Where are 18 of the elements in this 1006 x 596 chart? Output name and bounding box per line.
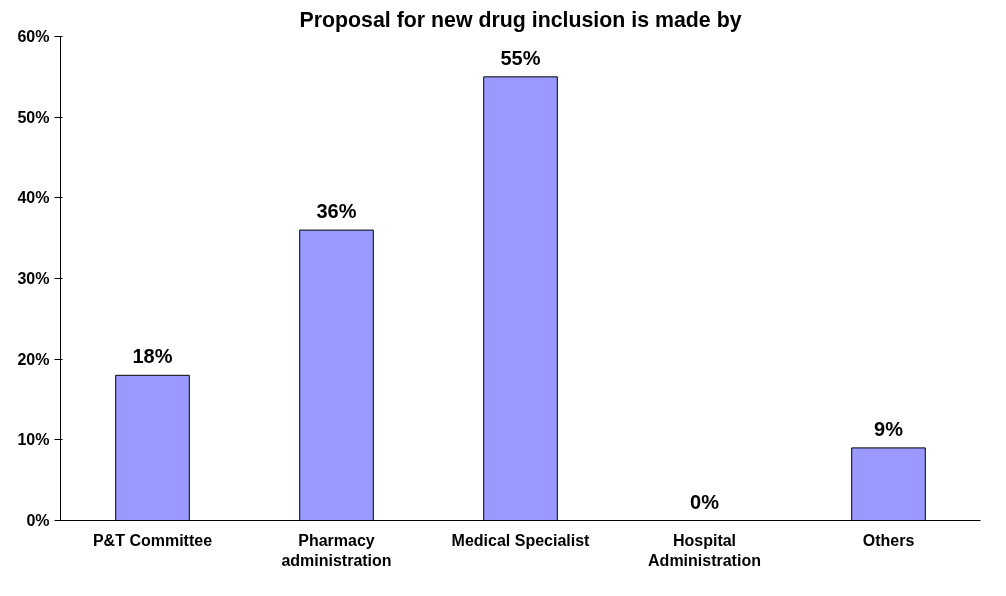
x-tick-label: Pharmacy administration: [281, 531, 392, 569]
x-tick-label: Hospital Administration: [648, 531, 761, 569]
y-tick-label: 20%: [17, 350, 50, 368]
y-tick-label: 10%: [17, 431, 50, 449]
data-label: 36%: [316, 200, 357, 223]
y-tick-label: 50%: [17, 108, 50, 126]
x-tick-label: Medical Specialist: [451, 531, 591, 549]
data-label: 9%: [874, 417, 904, 440]
x-tick-label: P&T Committee: [92, 531, 213, 549]
y-tick-label: 40%: [17, 189, 50, 207]
data-label: 0%: [690, 490, 720, 513]
data-label: 18%: [132, 345, 173, 368]
y-tick-label: 0%: [26, 512, 50, 529]
y-tick-label: 60%: [17, 28, 50, 45]
y-tick-label: 30%: [17, 270, 50, 287]
chart-title: Proposal for new drug inclusion is made by: [299, 7, 742, 32]
data-label: 55%: [500, 46, 541, 69]
x-tick-label: Others: [862, 531, 915, 549]
